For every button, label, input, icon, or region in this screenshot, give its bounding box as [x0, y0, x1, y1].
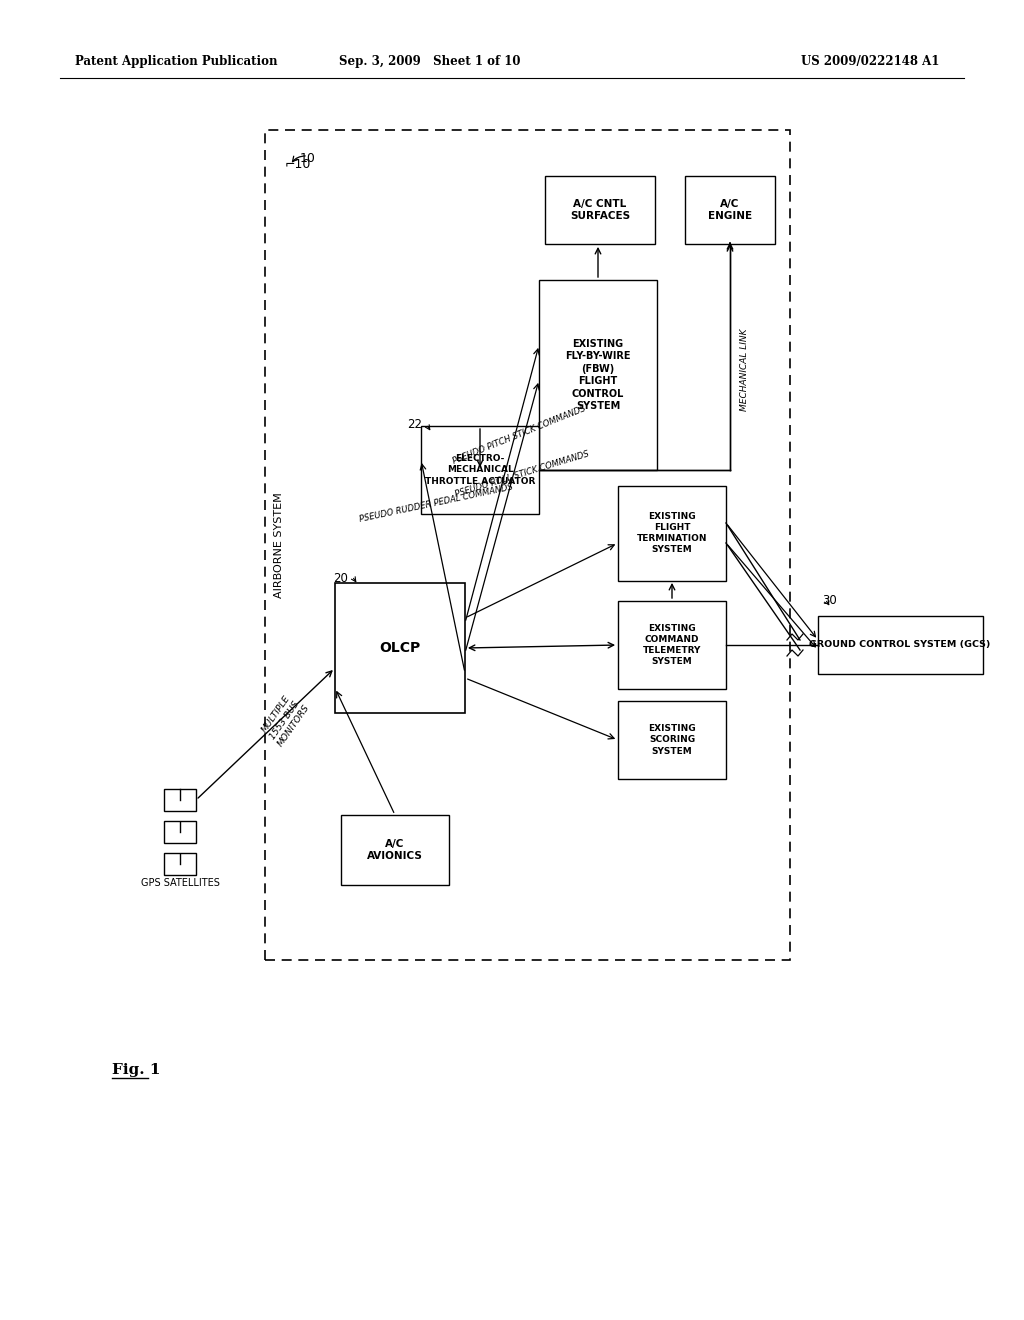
Text: 22: 22 [407, 418, 422, 432]
Bar [545, 176, 655, 244]
Text: MULTIPLE
1553 BUS
MONITORS: MULTIPLE 1553 BUS MONITORS [259, 692, 311, 748]
Text: PSEUDO PITCH STICK COMMANDS: PSEUDO PITCH STICK COMMANDS [452, 404, 587, 466]
Bar [817, 616, 982, 675]
Text: Patent Application Publication: Patent Application Publication [75, 55, 278, 69]
Text: Sep. 3, 2009   Sheet 1 of 10: Sep. 3, 2009 Sheet 1 of 10 [339, 55, 521, 69]
Bar [164, 853, 196, 875]
Text: OLCP: OLCP [379, 642, 421, 655]
Text: MECHANICAL LINK: MECHANICAL LINK [740, 329, 749, 412]
Text: 20: 20 [333, 572, 348, 585]
Text: EXISTING
FLY-BY-WIRE
(FBW)
FLIGHT
CONTROL
SYSTEM: EXISTING FLY-BY-WIRE (FBW) FLIGHT CONTRO… [565, 339, 631, 411]
Bar [341, 814, 449, 884]
Text: AIRBORNE SYSTEM: AIRBORNE SYSTEM [274, 492, 284, 598]
Text: Fig. 1: Fig. 1 [112, 1063, 161, 1077]
Text: GROUND CONTROL SYSTEM (GCS): GROUND CONTROL SYSTEM (GCS) [809, 640, 990, 649]
Bar [421, 426, 539, 513]
Text: EXISTING
COMMAND
TELEMETRY
SYSTEM: EXISTING COMMAND TELEMETRY SYSTEM [643, 624, 701, 667]
Text: EXISTING
SCORING
SYSTEM: EXISTING SCORING SYSTEM [648, 725, 696, 755]
Text: PSEUDO RUDDER PEDAL COMMANDS: PSEUDO RUDDER PEDAL COMMANDS [358, 483, 514, 524]
Text: GPS SATELLITES: GPS SATELLITES [140, 878, 219, 888]
Text: ELECTRO-
MECHANICAL
THROTTLE ACTUATOR: ELECTRO- MECHANICAL THROTTLE ACTUATOR [425, 454, 536, 486]
Text: 10: 10 [300, 152, 315, 165]
Text: A/C
AVIONICS: A/C AVIONICS [367, 838, 423, 861]
Bar [618, 486, 726, 581]
Text: EXISTING
FLIGHT
TERMINATION
SYSTEM: EXISTING FLIGHT TERMINATION SYSTEM [637, 512, 708, 554]
Text: 30: 30 [822, 594, 837, 606]
Bar [335, 583, 465, 713]
Bar [164, 821, 196, 843]
Bar [164, 789, 196, 810]
Bar [539, 280, 657, 470]
Text: US 2009/0222148 A1: US 2009/0222148 A1 [801, 55, 939, 69]
Text: PSEUDO ROLL STICK COMMANDS: PSEUDO ROLL STICK COMMANDS [454, 450, 590, 499]
Bar [618, 701, 726, 779]
Bar [618, 601, 726, 689]
Text: A/C
ENGINE: A/C ENGINE [708, 199, 752, 222]
Text: ⌐10: ⌐10 [285, 158, 311, 172]
Bar [265, 129, 790, 960]
Bar [685, 176, 775, 244]
Text: A/C CNTL
SURFACES: A/C CNTL SURFACES [570, 199, 630, 222]
